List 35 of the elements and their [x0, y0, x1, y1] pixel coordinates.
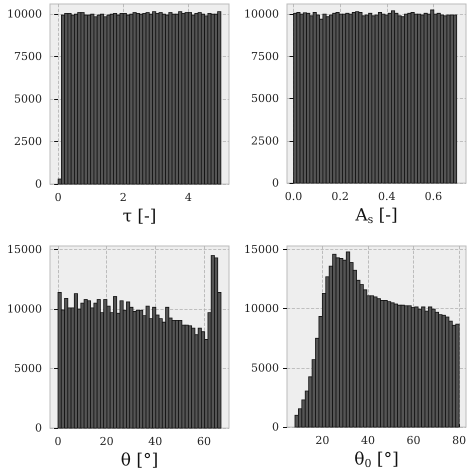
- y-tick-label: 5000: [251, 92, 279, 106]
- y-tick-label: 15000: [7, 243, 42, 256]
- x-tick-label: 40: [148, 435, 162, 448]
- y-tick-label: 0: [35, 422, 42, 435]
- x-tick-label: 40: [360, 434, 375, 448]
- x-tick-label: 20: [100, 435, 114, 448]
- y-tick-label: 0: [272, 420, 279, 434]
- x-axis-title: θ [°]: [120, 450, 158, 470]
- x-tick-label: 60: [406, 434, 421, 448]
- y-tick-label: 10000: [244, 8, 279, 21]
- y-tick-label: 10000: [7, 302, 42, 316]
- x-tick-label: 2: [120, 191, 127, 204]
- y-tick-label: 15000: [244, 243, 279, 256]
- x-tick-label: 60: [196, 435, 211, 448]
- x-tick-label: 0.4: [378, 190, 396, 204]
- x-tick-label: 80: [452, 434, 466, 448]
- x-axis-title: τ [-]: [122, 206, 156, 226]
- y-tick-label: 10000: [244, 302, 279, 316]
- y-tick-label: 7500: [251, 50, 279, 63]
- y-tick-label: 7500: [14, 50, 42, 64]
- x-tick-label: 0.2: [331, 190, 349, 204]
- x-tick-label: 0: [54, 191, 62, 204]
- x-tick-label: 0: [54, 435, 62, 448]
- y-tick-label: 0: [35, 178, 42, 191]
- x-tick-label: 0.0: [284, 190, 302, 204]
- x-tick-label: 20: [315, 434, 330, 448]
- y-tick-label: 10000: [7, 8, 42, 21]
- x-tick-label: 4: [184, 191, 192, 204]
- y-tick-label: 2500: [14, 135, 42, 148]
- y-tick-label: 5000: [14, 362, 42, 376]
- y-tick-label: 0: [272, 176, 279, 190]
- x-tick-label: 0.6: [424, 190, 442, 204]
- y-tick-label: 5000: [251, 361, 279, 374]
- y-tick-label: 2500: [251, 134, 279, 148]
- y-tick-label: 5000: [14, 92, 42, 106]
